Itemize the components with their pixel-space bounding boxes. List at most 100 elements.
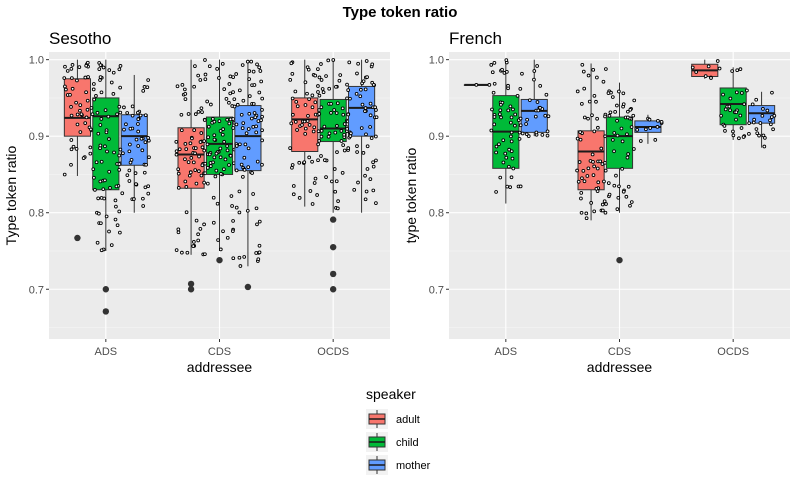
x-tick-label: ADS (495, 346, 518, 358)
legend-label: mother (396, 460, 431, 472)
jitter-point (251, 69, 256, 74)
jitter-point (89, 127, 93, 132)
jitter-point (203, 72, 208, 77)
jitter-point (324, 74, 328, 78)
jitter-point (596, 180, 601, 185)
jitter-point (332, 108, 336, 112)
jitter-point (620, 139, 625, 144)
outlier-point (74, 234, 81, 242)
jitter-point (621, 91, 626, 96)
jitter-point (615, 118, 619, 123)
jitter-point (146, 78, 151, 82)
jitter-point (212, 155, 217, 160)
jitter-point (513, 112, 518, 117)
jitter-point (492, 115, 497, 119)
jitter-point (731, 133, 736, 138)
jitter-point (197, 154, 201, 159)
jitter-point (260, 162, 264, 167)
jitter-point (497, 142, 501, 147)
box-mother-cds (634, 114, 664, 144)
jitter-point (141, 204, 146, 208)
jitter-point (750, 102, 755, 107)
jitter-point (291, 112, 295, 117)
jitter-point (288, 78, 293, 82)
jitter-point (255, 62, 259, 67)
jitter-point (317, 112, 322, 116)
jitter-point (626, 152, 630, 156)
jitter-point (127, 179, 132, 183)
jitter-point (340, 106, 345, 111)
jitter-point (213, 174, 218, 179)
jitter-point (757, 133, 761, 138)
jitter-point (329, 101, 333, 106)
jitter-point (205, 99, 210, 104)
jitter-point (196, 232, 200, 237)
jitter-point (176, 185, 181, 190)
jitter-point (769, 122, 773, 127)
jitter-point (136, 122, 140, 126)
jitter-point (313, 100, 318, 105)
jitter-point (231, 90, 235, 94)
jitter-point (360, 102, 365, 107)
jitter-point (106, 114, 111, 119)
jitter-point (231, 219, 235, 223)
jitter-point (319, 154, 323, 158)
jitter-point (742, 102, 747, 106)
jitter-point (229, 194, 234, 198)
jitter-point (348, 96, 352, 101)
jitter-point (518, 86, 523, 91)
jitter-point (70, 76, 74, 80)
jitter-point (75, 78, 79, 83)
jitter-point (315, 193, 319, 197)
jitter-point (363, 109, 367, 113)
jitter-point (290, 165, 294, 170)
jitter-point (355, 144, 359, 149)
outlier-point (102, 308, 110, 315)
jitter-point (621, 189, 626, 194)
jitter-point (312, 125, 317, 130)
jitter-point (69, 113, 74, 118)
jitter-point (320, 87, 325, 91)
jitter-point (706, 64, 711, 69)
jitter-point (63, 84, 67, 89)
jitter-point (247, 111, 252, 116)
jitter-point (592, 129, 597, 134)
jitter-point (734, 110, 739, 115)
jitter-point (118, 110, 123, 115)
jitter-point (505, 184, 510, 189)
jitter-point (192, 128, 197, 132)
jitter-point (334, 179, 339, 184)
box-adult-ocds (690, 59, 722, 80)
jitter-point (117, 162, 122, 166)
jitter-point (582, 179, 587, 184)
jitter-point (342, 132, 346, 137)
box (605, 116, 634, 169)
jitter-point (183, 92, 188, 96)
jitter-point (626, 109, 630, 114)
jitter-point (290, 71, 295, 76)
jitter-point (289, 121, 294, 126)
jitter-point (231, 117, 236, 121)
outlier-point (102, 286, 110, 293)
jitter-point (295, 104, 300, 109)
jitter-point (128, 142, 132, 147)
jitter-point (254, 124, 258, 129)
jitter-point (575, 136, 580, 141)
jitter-point (114, 184, 119, 189)
jitter-point (113, 217, 118, 222)
jitter-point (90, 112, 95, 117)
jitter-point (206, 124, 211, 129)
jitter-point (615, 103, 619, 108)
jitter-point (614, 173, 618, 178)
jitter-point (632, 147, 636, 151)
jitter-point (63, 64, 67, 69)
jitter-point (103, 108, 108, 112)
jitter-point (316, 129, 321, 134)
jitter-point (218, 247, 223, 252)
jitter-point (62, 172, 67, 177)
jitter-point (508, 185, 512, 190)
jitter-point (601, 208, 605, 213)
legend-item-adult: adult (366, 409, 420, 429)
jitter-point (145, 85, 150, 90)
jitter-point (317, 139, 322, 143)
